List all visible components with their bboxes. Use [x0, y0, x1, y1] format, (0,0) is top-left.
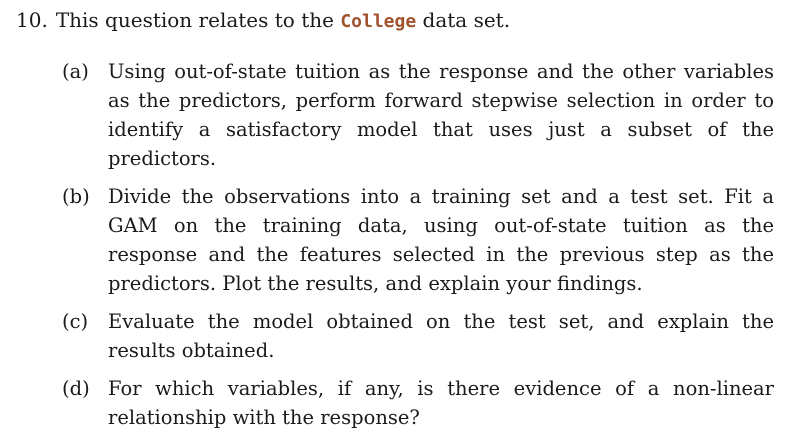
question-intro-text: This question relates to the — [55, 8, 341, 32]
question-number: 10. — [16, 8, 48, 32]
part-d: (d) For which variables, if any, is ther… — [62, 374, 774, 432]
question-header: 10. This question relates to the College … — [16, 6, 510, 36]
part-a: (a) Using out-of-state tuition as the re… — [62, 57, 774, 173]
part-c-text: Evaluate the model obtained on the test … — [108, 310, 774, 362]
part-a-label: (a) — [62, 60, 89, 83]
part-c: (c) Evaluate the model obtained on the t… — [62, 307, 774, 365]
question-intro-end: data set. — [416, 8, 511, 32]
dataset-name-code: College — [340, 11, 417, 32]
part-b-text: Divide the observations into a training … — [108, 185, 774, 295]
part-b-label: (b) — [62, 185, 90, 208]
part-a-text: Using out-of-state tuition as the respon… — [108, 60, 774, 170]
part-d-label: (d) — [62, 377, 90, 400]
question-parts-list: (a) Using out-of-state tuition as the re… — [62, 57, 774, 441]
part-b: (b) Divide the observations into a train… — [62, 182, 774, 298]
part-c-label: (c) — [62, 310, 89, 333]
part-d-text: For which variables, if any, is there ev… — [108, 377, 774, 429]
